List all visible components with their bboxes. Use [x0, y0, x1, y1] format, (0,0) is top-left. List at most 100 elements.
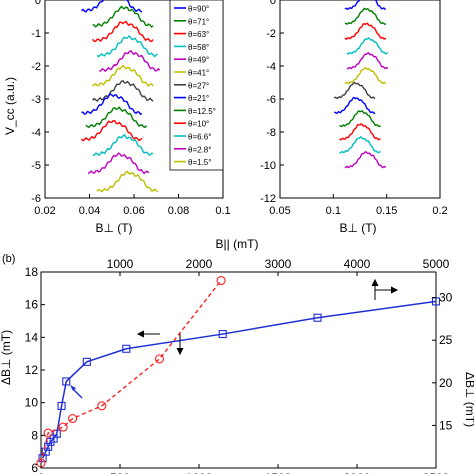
series-curve: [96, 35, 158, 58]
y-tick-labels: 0 -1 -2 -3 -4 -5 -6: [31, 0, 49, 205]
legend: θ=90° θ=71° θ=63° θ=58° θ=49° θ=41° θ=27° θ=21°…: [174, 5, 216, 167]
series-curve: [346, 51, 389, 70]
series-curve: [81, 0, 143, 13]
x-axis-label: B⊥ (T): [339, 221, 376, 235]
plot-frame: [279, 0, 441, 199]
y-tick-label: -6: [31, 193, 41, 205]
y-tick-label: -5: [31, 160, 41, 172]
series-curve: [92, 79, 154, 102]
y-tick-labels: 0 -2 -4 -6 -8 -10 -12: [260, 0, 284, 205]
x-tick-label: 0.02: [34, 205, 55, 217]
left-y-tick-labels: 6 8 10 12 14 16 18: [25, 265, 45, 474]
y-tick-label: 0: [270, 0, 276, 7]
data-point-square: [62, 377, 71, 386]
y-tick-label: 8: [31, 428, 38, 442]
blue-arrow-head: [70, 385, 76, 391]
y-tick-label: -3: [31, 94, 41, 106]
y-tick-label: 20: [439, 376, 453, 390]
y-tick-label: -2: [31, 61, 41, 73]
data-point-square: [122, 344, 131, 353]
data-point-circle: [97, 401, 107, 411]
data-point-circle: [154, 354, 165, 364]
x-tick-label: 0.2: [432, 205, 447, 217]
x-tick-label: 2500: [423, 471, 450, 474]
legend-entry: θ=90°: [188, 5, 209, 14]
data-point-square: [52, 429, 61, 438]
y-tick-label: -1: [31, 28, 41, 40]
y-tick-label: 25: [439, 333, 453, 347]
data-point-square: [218, 330, 227, 339]
curve-group: [80, 0, 161, 193]
series-curve: [344, 66, 387, 85]
chart-panel-a-right: 0.05 0.1 0.15 0.2 0 -2 -4 -6 -8 -10 -12 B⊥ (T): [260, 0, 448, 235]
x-tick-label: 1000: [107, 257, 134, 271]
y-tick-label: 6: [31, 461, 38, 474]
series-curve: [344, 7, 387, 26]
series-curve: [92, 64, 154, 87]
series-curve: [344, 22, 387, 40]
arrow-up-head: [371, 278, 379, 287]
arrow-left-head: [136, 330, 145, 338]
x-tick-label: 0: [38, 471, 45, 474]
bottom-x-tick-labels: 0 500 1000 1500 2000 2500: [38, 464, 450, 474]
x-tick-label: 5000: [423, 257, 450, 271]
series-curve: [92, 5, 154, 28]
x-tick-label: 3000: [265, 257, 292, 271]
y-tick-label: -2: [266, 28, 276, 40]
series-curve: [344, 150, 387, 169]
series-curve: [344, 0, 387, 11]
x-tick-label: 2000: [344, 471, 371, 474]
panel-label: (b): [2, 253, 15, 265]
y-tick-label: 0: [35, 0, 41, 7]
y-tick-label: -12: [260, 193, 276, 205]
chart-panel-a-left: 0.02 0.04 0.06 0.08 0.1 0 -1 -2 -3 -4 -5 -6 V_cc (…: [3, 0, 231, 235]
curve-group: [333, 0, 389, 169]
data-point-square: [41, 447, 50, 456]
blue-arrow: [70, 385, 83, 399]
series-curve: [92, 133, 154, 157]
data-point-circle: [216, 275, 226, 286]
y-tick-label: -6: [266, 94, 276, 106]
legend-entry: θ=10°: [188, 120, 209, 129]
y-tick-label: 12: [25, 363, 39, 377]
legend-entry: θ=71°: [188, 17, 209, 26]
x-tick-label: 0.04: [79, 205, 100, 217]
series-group: [36, 275, 441, 468]
legend-entry: θ=12.5°: [188, 107, 216, 116]
data-point-square: [57, 401, 66, 410]
y-tick-label: 18: [25, 265, 39, 279]
series-curve: [96, 170, 159, 193]
y-tick-label: -8: [266, 127, 276, 139]
y-axis-label: V_cc (a.u.): [3, 77, 17, 135]
y-tick-label: 10: [25, 396, 39, 410]
x-tick-label: 1500: [265, 471, 292, 474]
x-tick-label: 1000: [186, 471, 213, 474]
legend-entry: θ=58°: [188, 43, 209, 52]
legend-entry: θ=2.8°: [188, 145, 211, 154]
series-curve: [333, 81, 376, 100]
arrow-right-head: [390, 286, 399, 294]
y-tick-label: -4: [266, 61, 276, 73]
series-curve: [334, 96, 376, 115]
legend-entry: θ=49°: [188, 56, 209, 65]
top-x-tick-labels: 1000 2000 3000 4000 5000: [107, 257, 450, 276]
legend-entry: θ=6.6°: [188, 133, 211, 142]
y-tick-label: 30: [439, 291, 453, 305]
right-y-axis-label: ΔB⊥ (mT): [463, 372, 474, 427]
left-y-axis-label: ΔB⊥ (mT): [0, 330, 13, 385]
y-tick-label: 14: [25, 330, 39, 344]
data-point-circle: [43, 428, 53, 438]
series-line-blue: [41, 300, 437, 459]
top-x-axis-label: B|| (mT): [216, 237, 259, 251]
x-tick-label: 4000: [344, 257, 371, 271]
legend-entry: θ=27°: [188, 81, 209, 90]
x-tick-label: 0.1: [326, 205, 341, 217]
arrow-down-head: [176, 347, 184, 356]
series-curve: [80, 119, 143, 142]
legend-entry: θ=63°: [188, 30, 209, 39]
x-tick-labels: 0.02 0.04 0.06 0.08 0.1: [34, 194, 231, 217]
y-tick-label: 15: [439, 418, 453, 432]
x-axis-label: B⊥ (T): [95, 221, 132, 235]
data-point-circle: [58, 422, 68, 432]
